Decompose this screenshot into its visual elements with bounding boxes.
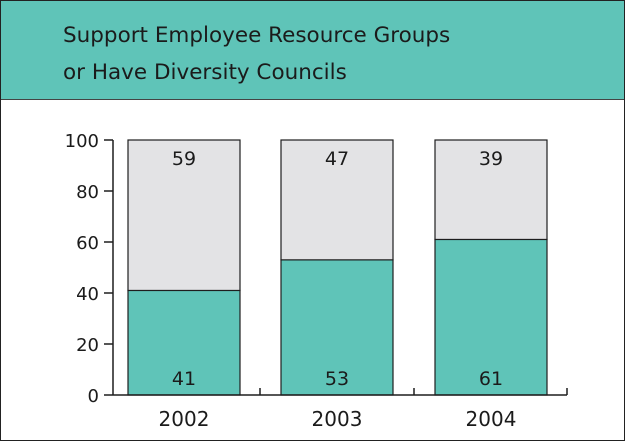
y-tick-label-100: 100: [65, 131, 99, 152]
y-tick-label-40: 40: [76, 284, 99, 305]
y-tick-label-60: 60: [76, 233, 99, 254]
y-tick-label-80: 80: [76, 182, 99, 203]
y-tick-label-20: 20: [76, 335, 99, 356]
data-label-2004-top: 39: [479, 148, 503, 170]
data-label-2002-top: 59: [172, 148, 196, 170]
bar-2004-segment-0: [434, 238, 548, 396]
chart-header: Support Employee Resource Groups or Have…: [1, 1, 624, 100]
data-label-2003-bottom: 53: [325, 368, 349, 390]
x-tick-label-2004: 2004: [466, 407, 517, 431]
chart-title-line-2: or Have Diversity Councils: [63, 60, 347, 85]
y-tick-label-0: 0: [88, 386, 99, 407]
data-label-2002-bottom: 41: [172, 368, 196, 390]
x-tick-label-2003: 2003: [312, 407, 363, 431]
chart-title-line-1: Support Employee Resource Groups: [63, 23, 451, 48]
bar-2002-segment-0: [127, 289, 241, 396]
bar-2004-segment-1: [434, 139, 548, 241]
bar-2003-segment-0: [280, 259, 394, 396]
x-tick-label-2002: 2002: [159, 407, 210, 431]
data-label-2003-top: 47: [325, 148, 349, 170]
data-label-2004-bottom: 61: [479, 368, 503, 390]
bar-2002-segment-1: [127, 139, 241, 292]
bar-2003-segment-1: [280, 139, 394, 261]
